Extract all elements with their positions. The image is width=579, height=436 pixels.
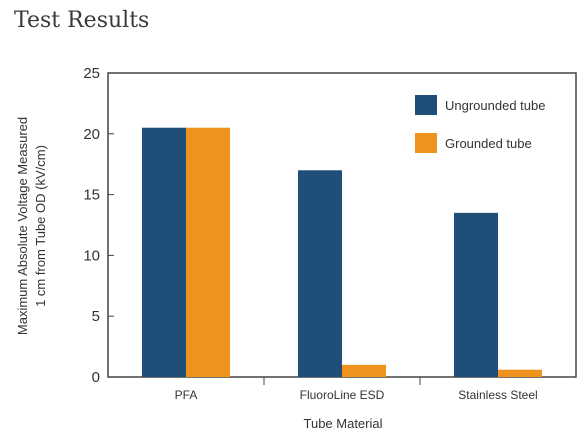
x-tick-label: PFA <box>175 388 198 402</box>
bar-ungrounded-tube <box>298 170 342 377</box>
legend-label: Ungrounded tube <box>445 98 545 113</box>
y-tick-label: 15 <box>83 187 100 204</box>
y-axis-title: Maximum Absolute Voltage Measured 1 cm f… <box>15 117 48 335</box>
bar-ungrounded-tube <box>142 127 186 377</box>
y-axis-title-line2: 1 cm from Tube OD (kV/cm) <box>33 145 48 307</box>
x-axis-title: Tube Material <box>304 416 383 431</box>
y-tick-label: 10 <box>83 247 100 264</box>
x-tick-label: FluoroLine ESD <box>300 388 385 402</box>
x-tick-label: Stainless Steel <box>458 388 537 402</box>
bar-grounded-tube <box>186 127 230 377</box>
y-tick-label: 25 <box>83 65 100 82</box>
y-axis-title-line1: Maximum Absolute Voltage Measured <box>15 117 30 335</box>
y-tick-label: 5 <box>92 308 100 325</box>
bar-grounded-tube <box>342 364 386 377</box>
y-tick-label: 20 <box>83 126 100 143</box>
y-tick-label: 0 <box>92 369 100 386</box>
page-title: Test Results <box>14 8 150 33</box>
bar-ungrounded-tube <box>454 212 498 377</box>
legend-swatch <box>415 95 437 115</box>
legend-swatch <box>415 133 437 153</box>
bar-grounded-tube <box>498 369 542 377</box>
legend-label: Grounded tube <box>445 136 532 151</box>
plot-area: 0 5 10 15 20 25 PFA FluoroLine ESD Stainless Ste… <box>83 65 577 402</box>
